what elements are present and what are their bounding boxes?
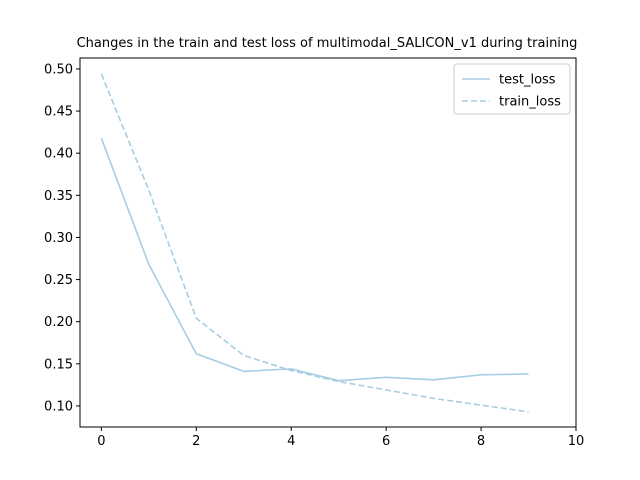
series-line-test-loss bbox=[100, 137, 529, 382]
y-tick-label: 0.20 bbox=[44, 315, 73, 330]
x-axis: 0 2 4 6 8 10 bbox=[97, 427, 584, 449]
y-tick-label: 0.25 bbox=[44, 273, 73, 288]
legend-label-test-loss: test_loss bbox=[499, 73, 556, 88]
y-tick-label: 0.50 bbox=[44, 62, 73, 77]
y-tick-label: 0.35 bbox=[44, 189, 73, 204]
y-tick-label: 0.45 bbox=[44, 105, 73, 120]
axes-frame bbox=[79, 57, 577, 428]
x-tick-label: 0 bbox=[97, 434, 105, 449]
y-axis: 0.10 0.15 0.20 0.25 0.30 0.35 0.40 0.45 0.50 bbox=[44, 62, 80, 414]
series-layer bbox=[100, 73, 529, 413]
chart-title: Changes in the train and test loss of mu… bbox=[77, 36, 578, 51]
x-tick-label: 8 bbox=[477, 434, 485, 449]
series-line-train-loss bbox=[100, 73, 529, 413]
y-tick-label: 0.10 bbox=[44, 399, 73, 414]
legend-label-train-loss: train_loss bbox=[499, 95, 561, 110]
x-tick-label: 6 bbox=[382, 434, 390, 449]
y-tick-label: 0.40 bbox=[44, 147, 73, 162]
x-tick-label: 4 bbox=[287, 434, 295, 449]
x-tick-label: 2 bbox=[192, 434, 200, 449]
y-tick-label: 0.30 bbox=[44, 231, 73, 246]
y-tick-label: 0.15 bbox=[44, 357, 73, 372]
legend: test_loss train_loss bbox=[453, 63, 571, 115]
x-tick-label: 10 bbox=[568, 434, 585, 449]
